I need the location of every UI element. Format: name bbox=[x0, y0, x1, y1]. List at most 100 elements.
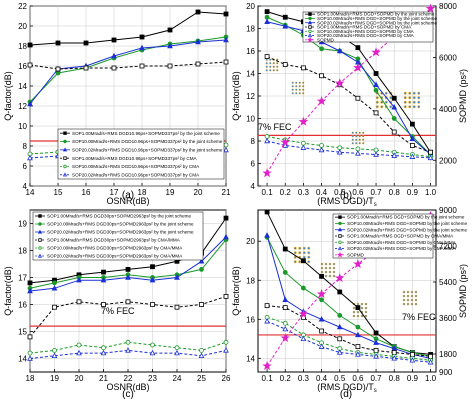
legend-marker bbox=[63, 131, 67, 135]
constellation-dot-inner bbox=[299, 89, 301, 91]
series-4 bbox=[27, 339, 229, 356]
panel-label: (b) bbox=[340, 190, 352, 201]
y-tick-label: 14 bbox=[18, 355, 27, 364]
series-2 bbox=[264, 18, 434, 157]
data-point bbox=[76, 299, 82, 305]
constellation-dot-inner bbox=[355, 139, 357, 141]
x-axis-label: (RMS DGD)/Ts bbox=[317, 196, 377, 208]
legend-marker bbox=[308, 29, 312, 33]
y-tick-label: 18 bbox=[246, 276, 255, 285]
constellation-dot-inner bbox=[408, 92, 411, 95]
constellation-dot-inner bbox=[376, 105, 379, 108]
y2-axis-label: SOPMD (ps²) bbox=[458, 69, 468, 123]
constellation-dot-inner bbox=[385, 92, 388, 95]
constellation-dot-inner bbox=[295, 89, 297, 91]
constellation-dot-inner bbox=[292, 92, 294, 94]
constellation-dot-inner bbox=[266, 66, 268, 68]
constellation-dot-inner bbox=[355, 135, 357, 137]
chart-panel-a: 1415161718192021468101214161820227% FECS… bbox=[3, 2, 231, 206]
constellation-dot-inner bbox=[361, 303, 363, 305]
constellation-dot-inner bbox=[357, 311, 359, 313]
legend-marker bbox=[338, 240, 342, 244]
constellation-dot-inner bbox=[299, 82, 301, 84]
constellation-dot-inner bbox=[266, 69, 268, 71]
data-point bbox=[195, 9, 201, 15]
data-point bbox=[195, 61, 201, 67]
constellation-dot-inner bbox=[276, 59, 278, 61]
constellation-dot-inner bbox=[415, 295, 417, 297]
data-point bbox=[76, 276, 82, 283]
constellation-dot-inner bbox=[408, 105, 411, 108]
constellation-dot-inner bbox=[404, 96, 407, 99]
constellation-dot-inner bbox=[415, 291, 417, 293]
constellation-dot-inner bbox=[321, 267, 323, 269]
legend-box bbox=[302, 11, 434, 43]
constellation-dot-inner bbox=[352, 142, 354, 144]
y-tick-label: 16 bbox=[18, 62, 27, 71]
panel-label: (a) bbox=[122, 190, 134, 201]
constellation-dot-inner bbox=[325, 267, 327, 269]
data-point bbox=[391, 103, 398, 110]
data-point bbox=[55, 40, 61, 46]
data-point bbox=[427, 154, 434, 161]
series-5 bbox=[264, 137, 434, 161]
panel-label: (c) bbox=[122, 389, 134, 400]
constellation-dot-inner bbox=[302, 82, 304, 84]
constellation-dot-inner bbox=[292, 85, 294, 87]
constellation-dot-inner bbox=[352, 139, 354, 141]
legend-label: SOP10.00Mrad/s+RMS DGD+SOPMD by the join… bbox=[347, 221, 467, 226]
constellation-dot-inner bbox=[355, 142, 357, 144]
constellation-dot-inner bbox=[269, 69, 271, 71]
legend-label: SOP1.00Mrad/s+RMS DGD+SOPMD by CMA/MMA bbox=[347, 234, 454, 239]
legend-label: SOPMD bbox=[347, 252, 365, 257]
series-line bbox=[29, 341, 227, 354]
legend-marker bbox=[62, 172, 68, 177]
data-point bbox=[223, 233, 229, 240]
data-point bbox=[149, 349, 156, 356]
y-tick-label: 15 bbox=[18, 328, 27, 337]
data-point bbox=[174, 349, 180, 356]
data-point bbox=[334, 78, 345, 88]
constellation-dot-inner bbox=[413, 96, 416, 99]
data-point bbox=[223, 146, 229, 153]
data-point bbox=[391, 355, 398, 361]
legend-marker bbox=[63, 156, 67, 160]
constellation-dot-inner bbox=[359, 142, 361, 144]
data-point bbox=[425, 3, 436, 13]
constellation-dot-inner bbox=[365, 307, 367, 309]
data-point bbox=[355, 45, 361, 51]
constellation-dot-inner bbox=[303, 251, 306, 254]
data-point bbox=[373, 71, 379, 76]
series-2 bbox=[27, 233, 229, 294]
data-point bbox=[125, 347, 131, 353]
fec-label: 7% FEC bbox=[101, 306, 135, 316]
data-point bbox=[391, 152, 398, 158]
series-line bbox=[29, 36, 227, 103]
legend-marker bbox=[337, 227, 343, 232]
data-point bbox=[319, 328, 324, 334]
series-line bbox=[266, 237, 431, 357]
legend-marker bbox=[308, 12, 312, 16]
legend-label: SOP1.00Mrad/s+RMS DGD10.96ps+SOPMD337ps²… bbox=[72, 156, 198, 161]
x-tick-label: 15 bbox=[54, 188, 63, 197]
chart-panel-d: 0.1 0.2 0.3 0.4 0.5 0.6 0.7 0.8 0.9 1.0 14 16 18 20 90… bbox=[231, 206, 468, 400]
y2-tick-label: 3600 bbox=[439, 314, 457, 323]
legend-label: SOP20.02Mrad/s+RMS DGD10.96ps+SOPMD337ps… bbox=[72, 147, 223, 152]
legend-marker bbox=[63, 139, 67, 144]
legend: SOP1.00Mrad/s+RMS DGD30ps+SOPMD2963ps² b… bbox=[32, 211, 204, 261]
y-tick-label: 4 bbox=[23, 182, 28, 191]
constellation-dot-inner bbox=[357, 315, 359, 317]
data-point bbox=[319, 273, 324, 279]
data-point bbox=[174, 274, 180, 280]
series-line bbox=[267, 305, 431, 357]
constellation-dot-inner bbox=[408, 101, 411, 104]
constellation-dot-inner bbox=[404, 105, 407, 108]
y-tick-label: 17 bbox=[18, 274, 27, 283]
data-point bbox=[199, 266, 204, 272]
legend-marker bbox=[308, 25, 312, 29]
data-point bbox=[83, 65, 89, 71]
data-point bbox=[125, 299, 131, 305]
data-point bbox=[167, 42, 173, 49]
constellation-dot-inner bbox=[276, 62, 278, 64]
constellation-dot-inner bbox=[407, 303, 409, 305]
